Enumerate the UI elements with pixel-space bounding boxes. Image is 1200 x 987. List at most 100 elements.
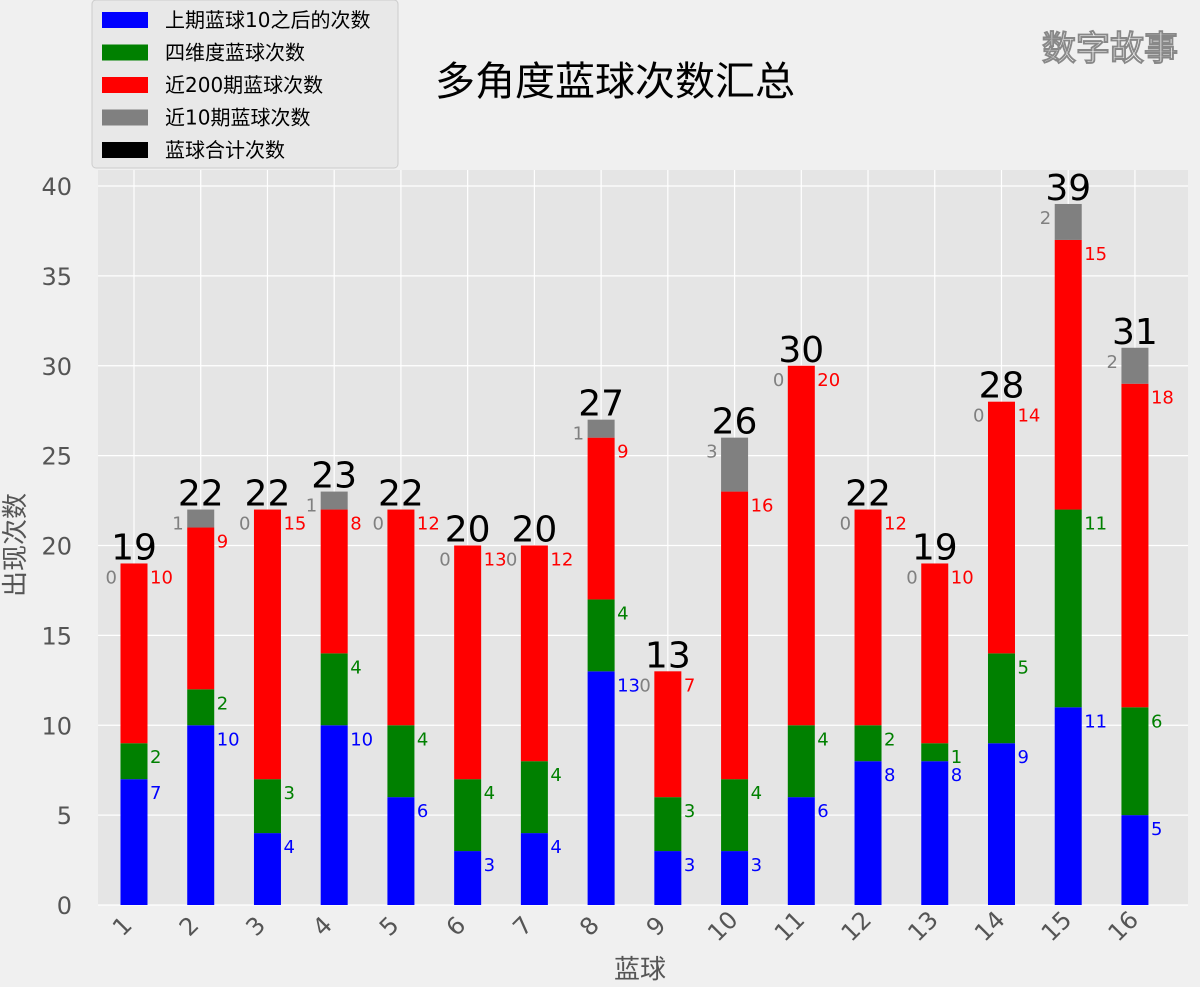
data-label: 0 xyxy=(506,550,517,571)
data-label: 4 xyxy=(484,783,495,804)
bar-segment xyxy=(1054,203,1082,240)
data-label: 0 xyxy=(106,567,117,588)
bar-segment xyxy=(120,743,148,780)
data-label: 9 xyxy=(617,442,628,463)
y-tick-label: 20 xyxy=(41,533,72,561)
bar-segment xyxy=(253,833,281,905)
y-tick-label: 35 xyxy=(41,263,72,291)
data-label: 1 xyxy=(306,496,317,517)
total-label: 27 xyxy=(578,384,624,425)
bar-segment xyxy=(387,797,415,905)
bar-segment xyxy=(721,491,749,780)
total-label: 20 xyxy=(511,510,557,551)
total-label: 23 xyxy=(311,456,357,497)
total-label: 28 xyxy=(979,366,1025,407)
bar-segment xyxy=(520,545,548,762)
bar-segment xyxy=(187,725,215,905)
data-label: 7 xyxy=(150,783,161,804)
data-label: 12 xyxy=(884,514,907,535)
legend-swatch xyxy=(102,142,148,158)
bar-segment xyxy=(520,833,548,905)
data-label: 8 xyxy=(350,514,361,535)
y-tick-label: 5 xyxy=(57,802,72,830)
legend-item: 蓝球合计次数 xyxy=(165,138,285,162)
bar-segment xyxy=(387,509,415,726)
data-label: 2 xyxy=(884,729,895,750)
data-label: 2 xyxy=(1106,352,1117,373)
bar-segment xyxy=(787,365,815,726)
x-axis-label: 蓝球 xyxy=(614,955,666,983)
bar-segment xyxy=(120,779,148,905)
x-tick-label: 15 xyxy=(1036,906,1077,947)
x-tick-label: 3 xyxy=(241,911,272,942)
bar-segment xyxy=(921,743,949,762)
data-label: 1 xyxy=(172,514,183,535)
bar-segment xyxy=(854,761,882,905)
bar-segment xyxy=(120,563,148,744)
data-label: 4 xyxy=(550,765,561,786)
total-label: 30 xyxy=(778,330,824,371)
legend-swatch xyxy=(102,109,148,126)
bar-segment xyxy=(187,689,215,726)
data-label: 0 xyxy=(239,514,250,535)
data-label: 16 xyxy=(751,496,774,517)
y-tick-label: 10 xyxy=(41,712,72,740)
data-label: 4 xyxy=(283,837,294,858)
legend-item: 近200期蓝球次数 xyxy=(165,73,323,97)
bar-segment xyxy=(253,779,281,834)
x-tick-label: 4 xyxy=(307,911,338,942)
data-label: 3 xyxy=(706,442,717,463)
data-label: 10 xyxy=(951,567,974,588)
bar-segment xyxy=(1121,815,1149,905)
data-label: 8 xyxy=(884,765,895,786)
bar-segment xyxy=(320,725,348,905)
data-label: 3 xyxy=(484,855,495,876)
bar-segment xyxy=(454,779,482,852)
total-label: 22 xyxy=(845,474,891,515)
y-tick-label: 30 xyxy=(41,353,72,381)
bar-segment xyxy=(654,851,682,905)
data-label: 13 xyxy=(617,675,640,696)
legend-swatch xyxy=(102,12,148,28)
legend: 上期蓝球10之后的次数四维度蓝球次数近200期蓝球次数近10期蓝球次数蓝球合计次… xyxy=(91,0,399,169)
bar-segment xyxy=(921,761,949,905)
x-tick-label: 14 xyxy=(969,906,1010,947)
bar-segment xyxy=(987,653,1015,744)
x-tick-label: 13 xyxy=(902,906,943,947)
total-label: 31 xyxy=(1112,312,1158,353)
y-tick-label: 15 xyxy=(41,622,72,650)
total-label: 26 xyxy=(712,402,758,443)
data-label: 6 xyxy=(1151,711,1162,732)
bar-segment xyxy=(921,563,949,744)
x-tick-label: 6 xyxy=(441,911,472,942)
data-label: 4 xyxy=(751,783,762,804)
data-label: 0 xyxy=(439,550,450,571)
bar-segment xyxy=(987,743,1015,905)
bar-segment xyxy=(520,761,548,834)
data-label: 4 xyxy=(417,729,428,750)
x-tick-label: 2 xyxy=(174,911,205,942)
y-tick-label: 40 xyxy=(41,173,72,201)
data-label: 3 xyxy=(684,801,695,822)
x-tick-label: 5 xyxy=(374,911,405,942)
legend-swatch xyxy=(102,44,148,61)
data-label: 4 xyxy=(817,729,828,750)
x-tick-label: 16 xyxy=(1103,906,1144,947)
x-tick-label: 1 xyxy=(107,911,138,942)
data-label: 5 xyxy=(1151,819,1162,840)
data-label: 4 xyxy=(617,603,628,624)
y-tick-label: 25 xyxy=(41,443,72,471)
data-label: 7 xyxy=(684,675,695,696)
total-label: 22 xyxy=(178,474,224,515)
data-label: 4 xyxy=(350,657,361,678)
bar-segment xyxy=(987,401,1015,654)
data-label: 11 xyxy=(1084,514,1107,535)
data-label: 11 xyxy=(1084,711,1107,732)
bar-segment xyxy=(854,725,882,762)
data-label: 2 xyxy=(1040,208,1051,229)
data-label: 1 xyxy=(951,747,962,768)
data-label: 3 xyxy=(751,855,762,876)
bar-segment xyxy=(187,509,215,528)
chart-title: 多角度蓝球次数汇总 xyxy=(435,59,795,105)
